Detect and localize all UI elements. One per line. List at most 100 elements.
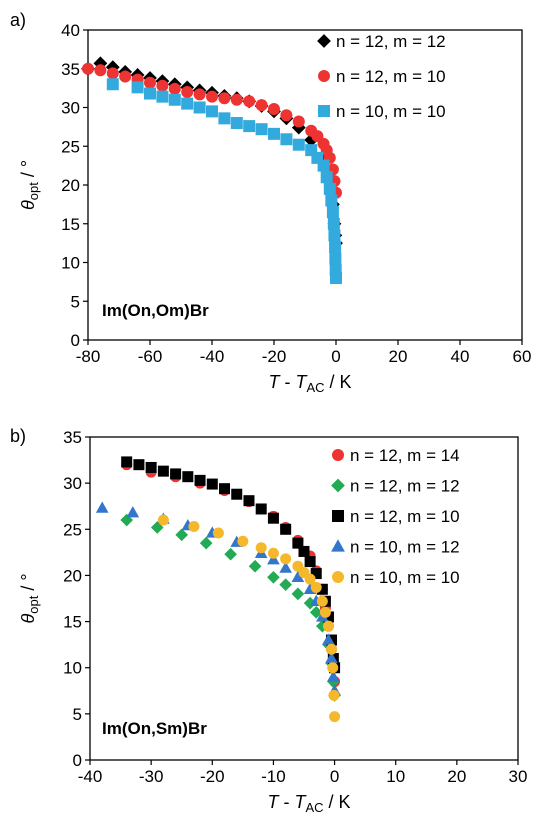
data-point [94, 64, 107, 77]
data-point [292, 138, 305, 151]
data-point [326, 206, 339, 219]
data-point [212, 527, 224, 539]
data-point [279, 561, 292, 573]
x-label-subscript: AC [305, 800, 323, 815]
data-point [280, 523, 292, 535]
data-point [218, 112, 231, 125]
data-point [243, 495, 255, 507]
data-point [316, 619, 329, 633]
data-point [168, 82, 181, 95]
chart-annotation: Im(On,Sm)Br [102, 719, 207, 738]
data-point [323, 182, 336, 195]
legend-label: n = 12, m = 12 [350, 477, 460, 496]
data-point [218, 92, 231, 105]
data-point [268, 127, 280, 140]
data-point [193, 101, 206, 114]
data-point [328, 229, 341, 242]
y-tick-label: 25 [61, 137, 80, 156]
data-point [145, 461, 157, 473]
data-point [268, 103, 280, 116]
legend: n = 12, m = 14 n = 12, m = 12 n = 12, m = … [331, 446, 460, 587]
data-point [280, 109, 293, 122]
y-label-unit: / ° [18, 160, 38, 182]
data-point [106, 78, 119, 91]
y-tick-label: 35 [61, 60, 80, 79]
data-point [206, 478, 218, 490]
legend-label: n = 10, m = 10 [350, 568, 460, 587]
x-axis-label: T - TAC / K [268, 372, 351, 395]
data-point [93, 56, 108, 71]
x-tick-label: 10 [386, 767, 405, 786]
x-label-separator: - [279, 372, 295, 392]
chart-annotation: Im(On,Om)Br [102, 301, 209, 320]
data-point [255, 542, 267, 554]
x-label-symbol: T [268, 372, 281, 392]
data-point [319, 606, 331, 618]
data-point [230, 93, 243, 106]
panel-label: a) [10, 10, 26, 30]
data-point [144, 87, 156, 100]
series-1 [120, 513, 341, 702]
legend-label: n = 12, m = 10 [350, 507, 460, 526]
x-label-separator: - [278, 792, 294, 812]
data-point [325, 194, 338, 207]
legend-marker [331, 539, 345, 552]
data-point [243, 120, 256, 133]
x-label-unit: / K [324, 792, 351, 812]
y-label-symbol: θ [18, 200, 38, 210]
data-point [327, 217, 340, 230]
data-point [255, 99, 268, 112]
data-point [181, 86, 194, 98]
legend-label: n = 12, m = 14 [350, 446, 460, 465]
data-point [329, 711, 341, 723]
data-point [231, 488, 243, 500]
data-point [150, 521, 164, 534]
data-point [106, 67, 119, 80]
data-point [280, 553, 292, 565]
x-tick-label: -20 [200, 767, 225, 786]
data-point [328, 689, 340, 701]
y-tick-label: 15 [61, 215, 80, 234]
data-point [322, 620, 334, 632]
data-point [131, 81, 144, 94]
data-point [157, 465, 169, 477]
data-point [170, 468, 182, 480]
x-label-symbol: T [295, 372, 308, 392]
data-point [298, 545, 310, 557]
data-point [304, 573, 316, 585]
y-tick-label: 30 [61, 99, 80, 118]
data-point [267, 547, 279, 559]
legend-marker [331, 478, 345, 493]
x-label-symbol: T [294, 792, 307, 812]
plot-frame [89, 436, 519, 761]
y-label-unit: / ° [18, 573, 38, 595]
x-tick-label: 20 [389, 347, 408, 366]
data-point [322, 633, 335, 645]
y-label-subscript: opt [26, 595, 41, 613]
y-tick-label: 5 [71, 292, 80, 311]
y-tick-label: 20 [61, 176, 80, 195]
data-point [329, 252, 342, 265]
data-point [304, 556, 316, 568]
x-tick-label: 30 [509, 767, 528, 786]
data-point [230, 117, 243, 129]
data-point [121, 456, 133, 468]
data-point [316, 595, 328, 607]
legend: n = 12, m = 12 n = 12, m = 10 n = 10, m = … [317, 32, 446, 121]
data-point [330, 272, 342, 284]
data-point [156, 79, 169, 92]
x-label-unit: / K [325, 372, 352, 392]
data-point [292, 115, 305, 128]
y-axis-label: θopt / ° [18, 573, 41, 623]
legend-label: n = 12, m = 12 [336, 32, 446, 51]
data-point [206, 90, 218, 103]
legend-marker [332, 449, 344, 461]
y-tick-label: 30 [63, 474, 82, 493]
data-point [119, 70, 132, 83]
y-tick-label: 25 [63, 520, 82, 539]
data-point [105, 60, 120, 75]
y-tick-label: 40 [61, 21, 80, 40]
y-tick-label: 5 [73, 705, 82, 724]
